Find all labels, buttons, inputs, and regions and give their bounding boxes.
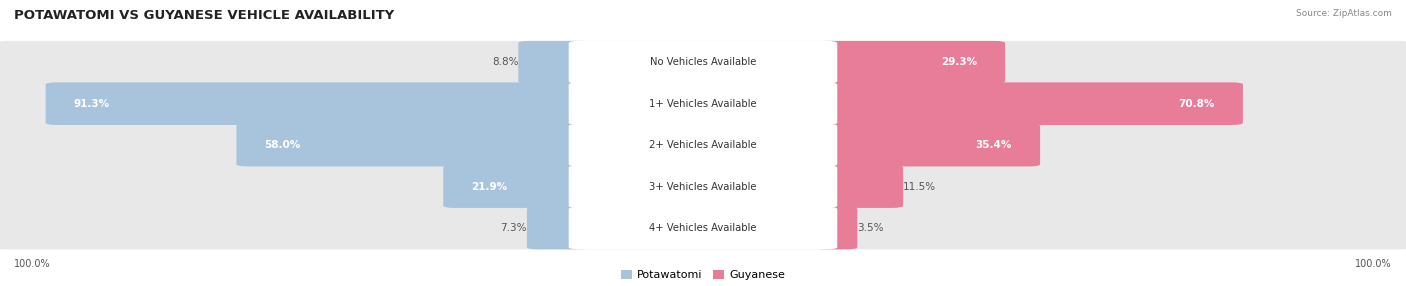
Text: 91.3%: 91.3%	[73, 99, 110, 109]
FancyBboxPatch shape	[815, 165, 903, 208]
Text: 11.5%: 11.5%	[903, 182, 936, 192]
Text: 7.3%: 7.3%	[501, 223, 527, 233]
FancyBboxPatch shape	[0, 165, 1406, 208]
Text: 3.5%: 3.5%	[858, 223, 884, 233]
FancyBboxPatch shape	[815, 82, 1243, 125]
FancyBboxPatch shape	[568, 41, 837, 84]
FancyBboxPatch shape	[568, 207, 837, 249]
Text: No Vehicles Available: No Vehicles Available	[650, 57, 756, 67]
Text: 100.0%: 100.0%	[1355, 259, 1392, 269]
Text: 1+ Vehicles Available: 1+ Vehicles Available	[650, 99, 756, 109]
FancyBboxPatch shape	[815, 41, 1005, 84]
FancyBboxPatch shape	[443, 165, 591, 208]
FancyBboxPatch shape	[45, 82, 591, 125]
FancyBboxPatch shape	[0, 41, 1406, 84]
Text: 4+ Vehicles Available: 4+ Vehicles Available	[650, 223, 756, 233]
FancyBboxPatch shape	[815, 207, 858, 249]
Text: POTAWATOMI VS GUYANESE VEHICLE AVAILABILITY: POTAWATOMI VS GUYANESE VEHICLE AVAILABIL…	[14, 9, 394, 21]
FancyBboxPatch shape	[0, 207, 1406, 249]
Text: 70.8%: 70.8%	[1178, 99, 1215, 109]
FancyBboxPatch shape	[527, 207, 591, 249]
Text: 3+ Vehicles Available: 3+ Vehicles Available	[650, 182, 756, 192]
FancyBboxPatch shape	[568, 165, 837, 208]
Text: 35.4%: 35.4%	[976, 140, 1012, 150]
Text: 21.9%: 21.9%	[471, 182, 508, 192]
Text: 8.8%: 8.8%	[492, 57, 519, 67]
Text: Source: ZipAtlas.com: Source: ZipAtlas.com	[1296, 9, 1392, 17]
Text: 2+ Vehicles Available: 2+ Vehicles Available	[650, 140, 756, 150]
Legend: Potawatomi, Guyanese: Potawatomi, Guyanese	[621, 270, 785, 281]
FancyBboxPatch shape	[568, 82, 837, 125]
Text: 100.0%: 100.0%	[14, 259, 51, 269]
Text: 58.0%: 58.0%	[264, 140, 301, 150]
FancyBboxPatch shape	[0, 124, 1406, 166]
FancyBboxPatch shape	[519, 41, 591, 84]
FancyBboxPatch shape	[236, 124, 591, 166]
FancyBboxPatch shape	[0, 82, 1406, 125]
Text: 29.3%: 29.3%	[941, 57, 977, 67]
FancyBboxPatch shape	[568, 124, 837, 166]
FancyBboxPatch shape	[815, 124, 1040, 166]
